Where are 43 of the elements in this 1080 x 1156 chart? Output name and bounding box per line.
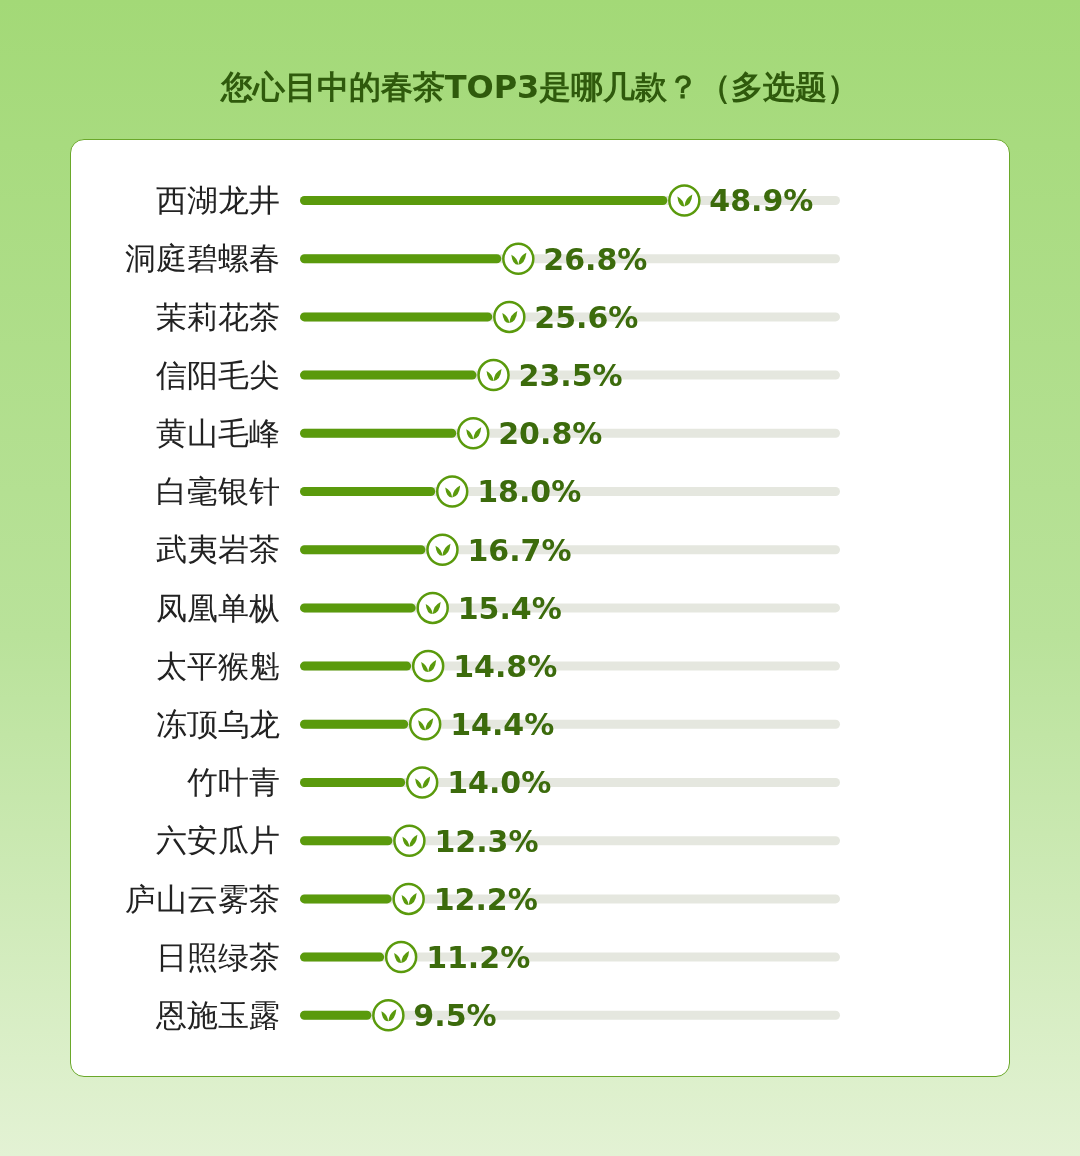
- data-label: 48.9%: [709, 183, 814, 219]
- y-tick-label: 西湖龙井: [156, 182, 280, 219]
- data-label: 14.0%: [447, 765, 552, 801]
- y-tick-label: 太平猴魁: [156, 647, 280, 684]
- y-tick-label: 凤凰单枞: [156, 589, 280, 626]
- bar: [300, 836, 393, 846]
- bar: [300, 370, 477, 380]
- data-label: 9.5%: [413, 998, 497, 1034]
- y-tick-label: 竹叶青: [187, 764, 280, 801]
- y-tick-label: 黄山毛峰: [156, 414, 280, 451]
- y-tick-label: 茉莉花茶: [156, 298, 280, 335]
- bar: [300, 1010, 372, 1020]
- data-label: 26.8%: [543, 241, 648, 277]
- data-label: 14.8%: [453, 648, 558, 684]
- data-label: 11.2%: [426, 939, 531, 975]
- bar: [300, 487, 436, 496]
- y-tick-label: 武夷岩茶: [156, 531, 280, 568]
- data-label: 23.5%: [518, 357, 623, 393]
- y-tick-label: 恩施玉露: [155, 996, 280, 1033]
- data-label: 12.3%: [434, 823, 539, 859]
- y-tick-label: 白毫银针: [156, 473, 280, 510]
- data-label: 20.8%: [498, 416, 603, 452]
- data-label: 14.4%: [450, 707, 555, 743]
- bar: [300, 894, 392, 904]
- bar: [300, 661, 412, 671]
- bar: [300, 428, 457, 438]
- bar: [300, 778, 406, 787]
- data-label: 16.7%: [467, 532, 572, 568]
- data-label: 15.4%: [457, 590, 562, 626]
- y-tick-label: 日照绿茶: [156, 938, 280, 975]
- data-label: 25.6%: [534, 299, 639, 335]
- data-label: 12.2%: [433, 881, 538, 917]
- y-tick-label: 信阳毛尖: [156, 356, 280, 393]
- bar: [300, 603, 416, 613]
- y-tick-label: 洞庭碧螺春: [125, 240, 280, 277]
- chart-title: 您心目中的春茶TOP3是哪几款？（多选题）: [219, 67, 861, 108]
- y-tick-label: 庐山云雾茶: [125, 880, 280, 917]
- bar: [300, 545, 426, 555]
- bar: [300, 952, 385, 962]
- data-label: 18.0%: [477, 474, 582, 510]
- y-tick-label: 六安瓜片: [156, 822, 280, 859]
- bar: [300, 719, 409, 729]
- y-tick-label: 冻顶乌龙: [156, 705, 280, 742]
